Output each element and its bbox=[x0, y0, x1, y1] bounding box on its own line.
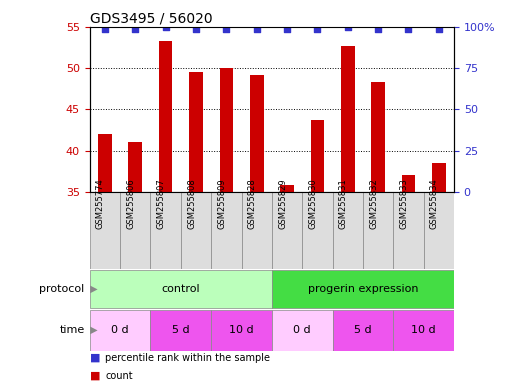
Text: ■: ■ bbox=[90, 353, 100, 363]
Text: 5 d: 5 d bbox=[172, 325, 190, 335]
Bar bbox=[393, 192, 424, 269]
Point bbox=[404, 25, 412, 31]
Bar bbox=[393, 310, 454, 351]
Bar bbox=[90, 310, 150, 351]
Bar bbox=[341, 46, 354, 192]
Text: percentile rank within the sample: percentile rank within the sample bbox=[105, 353, 270, 363]
Text: GSM255833: GSM255833 bbox=[400, 178, 408, 229]
Bar bbox=[220, 68, 233, 192]
Point bbox=[101, 25, 109, 31]
Bar bbox=[181, 192, 211, 269]
Text: GSM255834: GSM255834 bbox=[430, 178, 439, 229]
Text: GSM255807: GSM255807 bbox=[156, 178, 166, 229]
Text: GSM255830: GSM255830 bbox=[308, 178, 318, 229]
Bar bbox=[242, 192, 272, 269]
Bar bbox=[332, 310, 393, 351]
Text: 10 d: 10 d bbox=[411, 325, 436, 335]
Bar bbox=[90, 270, 272, 308]
Text: protocol: protocol bbox=[40, 284, 85, 294]
Bar bbox=[272, 310, 332, 351]
Text: ■: ■ bbox=[90, 371, 100, 381]
Text: ▶: ▶ bbox=[87, 325, 98, 335]
Text: 10 d: 10 d bbox=[229, 325, 254, 335]
Bar bbox=[310, 120, 324, 192]
Text: control: control bbox=[162, 284, 200, 294]
Point bbox=[252, 25, 261, 31]
Bar bbox=[432, 163, 446, 192]
Bar bbox=[363, 192, 393, 269]
Text: GSM255809: GSM255809 bbox=[218, 178, 226, 229]
Text: time: time bbox=[60, 325, 85, 335]
Bar bbox=[211, 310, 272, 351]
Bar bbox=[402, 175, 416, 192]
Bar bbox=[302, 192, 332, 269]
Bar bbox=[150, 310, 211, 351]
Text: GSM255828: GSM255828 bbox=[248, 178, 256, 229]
Text: 0 d: 0 d bbox=[111, 325, 129, 335]
Point bbox=[283, 25, 291, 31]
Bar bbox=[90, 192, 120, 269]
Point bbox=[344, 24, 352, 30]
Point bbox=[313, 25, 322, 31]
Text: GSM255808: GSM255808 bbox=[187, 178, 196, 229]
Point bbox=[222, 25, 230, 31]
Point bbox=[131, 25, 140, 31]
Bar bbox=[272, 192, 302, 269]
Bar bbox=[98, 134, 112, 192]
Text: GSM255774: GSM255774 bbox=[96, 178, 105, 229]
Bar bbox=[371, 82, 385, 192]
Point bbox=[374, 25, 382, 31]
Bar bbox=[250, 75, 264, 192]
Text: progerin expression: progerin expression bbox=[308, 284, 418, 294]
Text: GSM255831: GSM255831 bbox=[339, 178, 348, 229]
Point bbox=[162, 24, 170, 30]
Bar bbox=[211, 192, 242, 269]
Bar bbox=[159, 41, 172, 192]
Bar bbox=[120, 192, 150, 269]
Text: 0 d: 0 d bbox=[293, 325, 311, 335]
Bar bbox=[272, 270, 454, 308]
Bar bbox=[150, 192, 181, 269]
Bar bbox=[332, 192, 363, 269]
Text: ▶: ▶ bbox=[87, 284, 98, 294]
Text: 5 d: 5 d bbox=[354, 325, 372, 335]
Bar bbox=[128, 142, 142, 192]
Bar bbox=[189, 72, 203, 192]
Point bbox=[435, 25, 443, 31]
Text: count: count bbox=[105, 371, 133, 381]
Text: GSM255806: GSM255806 bbox=[126, 178, 135, 229]
Text: GDS3495 / 56020: GDS3495 / 56020 bbox=[90, 12, 212, 26]
Bar bbox=[424, 192, 454, 269]
Text: GSM255832: GSM255832 bbox=[369, 178, 378, 229]
Bar bbox=[280, 185, 294, 192]
Point bbox=[192, 25, 200, 31]
Text: GSM255829: GSM255829 bbox=[278, 178, 287, 229]
